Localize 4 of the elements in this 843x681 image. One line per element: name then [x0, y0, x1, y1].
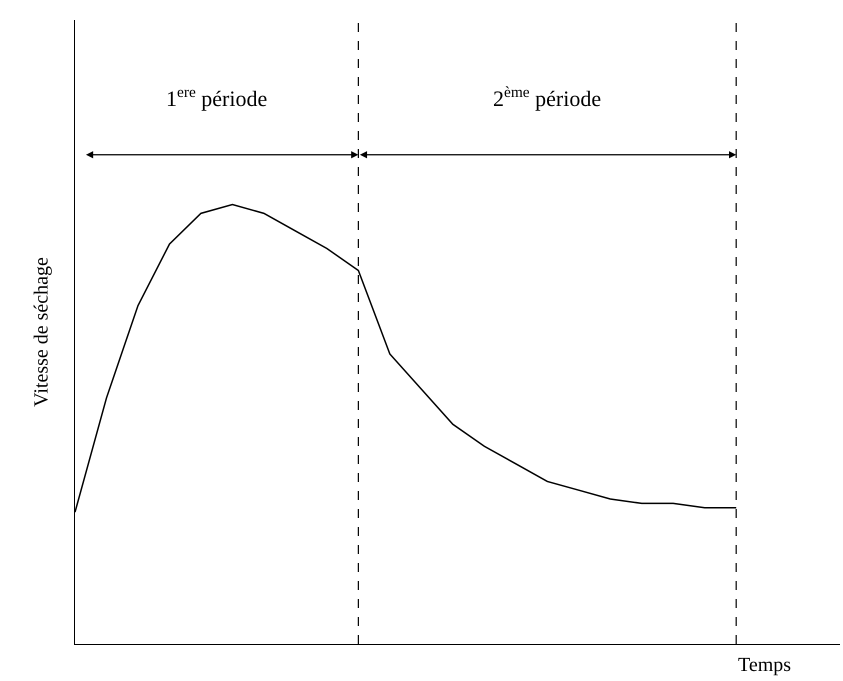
text: 1$^{ere}$ période — [166, 84, 268, 112]
y-axis-title: Vitesse de séchage — [30, 256, 52, 407]
text: 2$^{ème}$ période — [493, 84, 602, 112]
x-axis-title: Temps — [738, 654, 792, 676]
